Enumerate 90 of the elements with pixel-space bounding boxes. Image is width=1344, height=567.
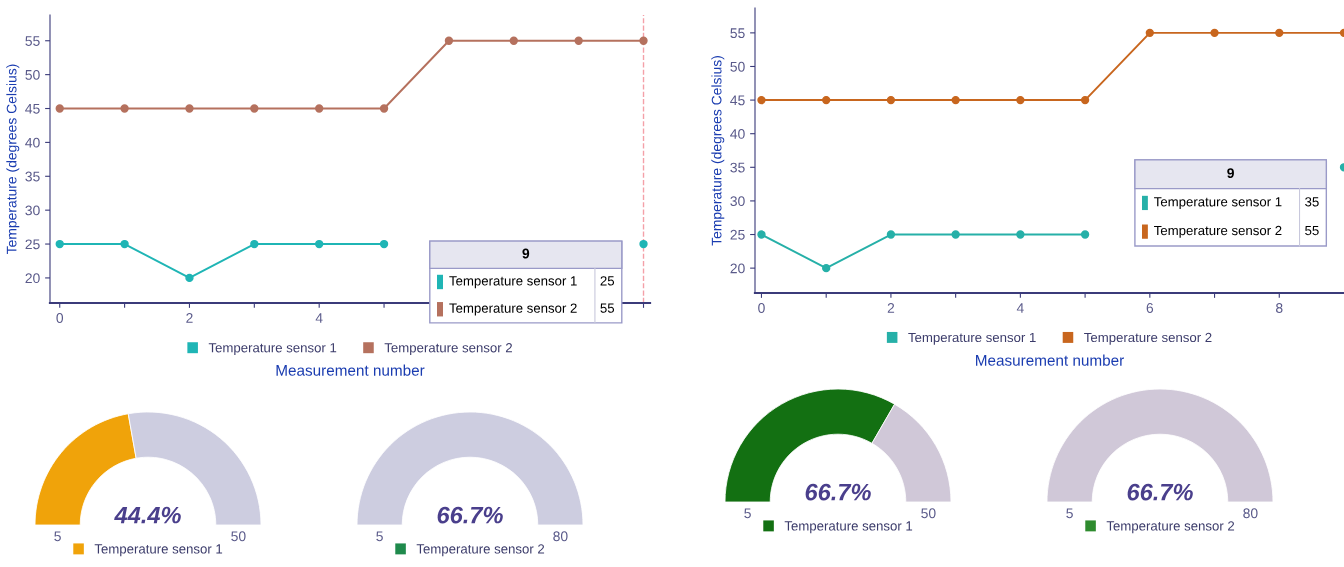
point bbox=[574, 36, 583, 45]
y-tick-label: 40 bbox=[730, 129, 745, 139]
y-tick-label: 35 bbox=[25, 171, 40, 182]
point bbox=[120, 239, 129, 249]
point bbox=[951, 230, 960, 239]
legend-label: Temperature sensor 1 bbox=[784, 521, 913, 534]
legend-label: Temperature sensor 1 bbox=[908, 332, 1036, 345]
y-tick-label: 45 bbox=[730, 95, 745, 106]
legend-label: Temperature sensor 2 bbox=[416, 544, 545, 557]
y-tick-label: 30 bbox=[730, 196, 745, 207]
point bbox=[1275, 28, 1284, 38]
point bbox=[185, 104, 194, 113]
point bbox=[250, 104, 259, 113]
point bbox=[444, 36, 454, 45]
point bbox=[379, 239, 389, 249]
point bbox=[886, 95, 896, 105]
x-tick-label: 2 bbox=[186, 313, 193, 323]
text: 55 bbox=[600, 303, 615, 313]
x-tick-label: 0 bbox=[56, 313, 64, 323]
text: 5 bbox=[1066, 508, 1073, 519]
point bbox=[886, 230, 896, 239]
annotation: 9 bbox=[1227, 168, 1234, 178]
x-tick-label: 2 bbox=[887, 303, 895, 313]
text: 50 bbox=[231, 531, 246, 542]
annotation: 55 bbox=[1305, 225, 1319, 236]
y-tick-label: 50 bbox=[25, 69, 40, 80]
legend-label: Temperature sensor 2 bbox=[1106, 521, 1235, 534]
annotation: Temperature sensor 1 bbox=[1154, 197, 1282, 210]
annotation: 25 bbox=[600, 276, 615, 286]
point bbox=[822, 95, 831, 105]
annotation: Temperature sensor 1 bbox=[449, 276, 577, 289]
annotation: 9 bbox=[522, 248, 530, 259]
point bbox=[1080, 95, 1090, 105]
point bbox=[1080, 230, 1090, 239]
text: 66.7% bbox=[805, 483, 871, 501]
text: Temperature sensor 2 bbox=[449, 303, 577, 316]
point bbox=[55, 239, 64, 249]
text: 5 bbox=[744, 508, 751, 519]
point bbox=[1016, 95, 1025, 105]
text: 66.7% bbox=[1127, 483, 1193, 501]
point bbox=[639, 36, 648, 45]
point bbox=[1016, 230, 1025, 239]
point bbox=[315, 104, 324, 113]
legend-label: Temperature sensor 1 bbox=[94, 544, 223, 557]
x-tick-label: 8 bbox=[1276, 303, 1283, 313]
point bbox=[120, 104, 129, 113]
x-tick-label: 0 bbox=[758, 303, 765, 313]
point bbox=[822, 263, 831, 273]
text: 66.7% bbox=[437, 506, 503, 524]
point bbox=[185, 273, 194, 283]
y-tick-label: 40 bbox=[25, 137, 40, 148]
annotation: 35 bbox=[1305, 197, 1319, 207]
x-tick-label: 4 bbox=[315, 313, 323, 323]
point bbox=[509, 36, 518, 45]
legend-label: Temperature sensor 1 bbox=[208, 343, 337, 355]
y-axis-title: Temperature (degrees Celsius) bbox=[6, 64, 20, 255]
y-tick-label: 45 bbox=[25, 103, 40, 114]
point bbox=[315, 239, 324, 249]
point bbox=[250, 239, 259, 249]
text: 5 bbox=[376, 531, 383, 542]
point bbox=[379, 104, 389, 113]
annotation: Temperature sensor 2 bbox=[1154, 225, 1282, 238]
text: 50 bbox=[921, 508, 936, 519]
point bbox=[55, 104, 64, 113]
text: 5 bbox=[54, 531, 61, 542]
y-tick-label: 20 bbox=[730, 263, 745, 274]
x-axis-title: Measurement number bbox=[976, 354, 1124, 366]
text: 80 bbox=[1243, 508, 1258, 519]
point bbox=[1145, 28, 1154, 38]
x-tick-label: 4 bbox=[1016, 303, 1024, 313]
point bbox=[757, 95, 766, 105]
y-tick-label: 25 bbox=[730, 229, 745, 240]
x-axis-title: Measurement number bbox=[276, 364, 425, 376]
point bbox=[951, 95, 960, 105]
point bbox=[1210, 28, 1219, 38]
y-axis-title: Temperature (degrees Celsius) bbox=[711, 56, 725, 246]
text: 80 bbox=[553, 531, 568, 542]
y-tick-label: 30 bbox=[25, 205, 40, 216]
y-tick-label: 25 bbox=[25, 239, 40, 250]
y-tick-label: 20 bbox=[25, 273, 40, 284]
y-tick-label: 55 bbox=[730, 28, 745, 39]
point bbox=[757, 230, 766, 239]
legend-label: Temperature sensor 2 bbox=[1084, 332, 1212, 345]
point bbox=[639, 239, 648, 249]
text: 44.4% bbox=[114, 506, 181, 524]
legend-label: Temperature sensor 2 bbox=[384, 343, 512, 355]
y-tick-label: 35 bbox=[730, 162, 745, 173]
y-tick-label: 55 bbox=[25, 36, 40, 46]
x-tick-label: 6 bbox=[1146, 303, 1154, 313]
y-tick-label: 50 bbox=[730, 61, 745, 72]
